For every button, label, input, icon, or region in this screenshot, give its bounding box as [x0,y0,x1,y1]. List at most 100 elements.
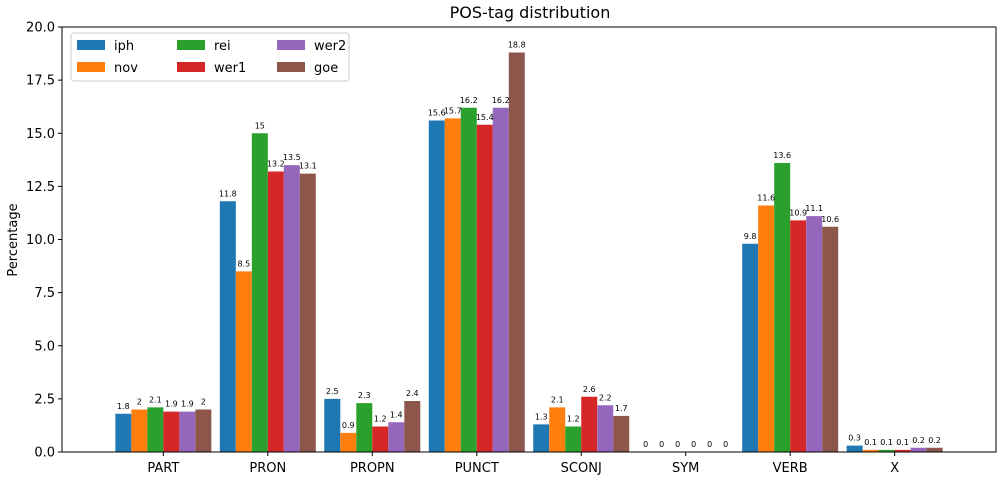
x-tick-label: SYM [672,461,699,476]
bar-nov [131,409,148,452]
bar-value-label: 2.5 [326,387,339,396]
bar-goe [822,226,839,452]
bar-value-label: 1.2 [567,415,580,424]
bar-value-label: 1.9 [181,400,194,409]
x-tick-label: PUNCT [455,461,499,476]
legend: iph nov rei wer1 wer2 goe [70,32,350,82]
bar-value-label: 15 [255,121,265,130]
bar-value-label: 9.8 [744,232,757,241]
bar-goe [926,447,943,452]
bar-value-label: 15.7 [444,106,462,115]
bar-wer1 [372,426,389,452]
bar-iph [219,201,236,452]
legend-label-nov: nov [114,61,138,76]
bar-value-label: 0.9 [342,421,355,430]
bar-rei [565,426,582,452]
bar-nov [549,407,566,452]
bar-value-label: 1.3 [535,412,548,421]
y-tick-label: 2.5 [34,392,55,407]
bars-group [115,52,943,452]
bar-wer1 [163,411,180,452]
bar-value-label: 1.9 [165,400,178,409]
bar-value-label: 0.3 [848,434,861,443]
bar-value-label: 15.6 [428,109,446,118]
bar-value-label: 15.4 [476,113,494,122]
bar-wer2 [388,422,405,452]
bar-value-label: 2.3 [358,391,371,400]
legend-label-rei: rei [214,39,231,54]
bar-value-label: 2.1 [551,395,564,404]
bar-goe [404,401,421,452]
bar-value-label: 8.5 [237,259,250,268]
bar-value-label: 0 [659,440,664,449]
x-tick-label: PROPN [350,461,395,476]
y-tick-label: 15.0 [26,127,55,142]
bar-value-label: 2.2 [599,393,612,402]
bar-value-label: 2.6 [583,385,596,394]
bar-value-label: 2.1 [149,395,162,404]
bar-value-label: 16.2 [492,96,510,105]
bar-value-label: 2.4 [406,389,419,398]
bar-value-label: 0 [643,440,648,449]
x-tick-label: X [890,461,899,476]
bar-wer2 [910,447,927,452]
legend-swatch-nov [77,62,105,72]
bar-value-label: 1.7 [615,404,628,413]
y-tick-label: 7.5 [34,286,55,301]
chart-title: POS-tag distribution [450,3,611,22]
bar-value-label: 13.1 [299,162,317,171]
x-axis: PART PRON PROPN PUNCT SCONJ SYM VERB X [147,452,899,476]
bar-value-label: 2 [137,398,142,407]
bar-wer1 [267,171,284,452]
bar-rei [147,407,164,452]
bar-value-label: 0.2 [912,436,925,445]
bar-goe [508,52,525,452]
y-tick-label: 5.0 [34,339,55,354]
bar-value-label: 0.1 [896,438,909,447]
bar-value-label: 0.1 [880,438,893,447]
bar-value-label: 0 [691,440,696,449]
bar-iph [533,424,550,452]
bar-rei [878,449,895,452]
bar-value-label: 16.2 [460,96,478,105]
bar-rei [251,133,268,452]
bar-iph [846,445,863,452]
bar-nov [862,449,879,452]
bar-goe [299,173,316,452]
bar-value-label: 11.8 [219,189,237,198]
x-tick-label: PRON [249,461,286,476]
bar-wer2 [283,165,300,452]
bar-value-label: 0.2 [928,436,941,445]
bar-value-label: 0 [723,440,728,449]
bar-wer2 [806,216,823,452]
bar-rei [774,163,791,452]
bar-value-label: 18.8 [508,41,526,50]
bar-wer1 [790,220,807,452]
y-tick-label: 10.0 [26,233,55,248]
bar-value-label: 13.2 [267,160,285,169]
y-tick-label: 17.5 [26,74,55,89]
y-tick-label: 20.0 [26,21,55,36]
legend-label-wer2: wer2 [314,39,346,54]
x-tick-label: SCONJ [561,461,602,476]
legend-label-iph: iph [114,39,134,54]
bar-value-label: 1.4 [390,410,403,419]
bar-wer2 [179,411,196,452]
legend-label-goe: goe [314,61,338,76]
legend-swatch-goe [277,62,305,72]
bar-wer1 [476,124,493,452]
bar-rei [356,403,373,452]
y-tick-label: 12.5 [26,180,55,195]
bar-value-label: 0.1 [864,438,877,447]
bar-nov [340,432,357,452]
legend-label-wer1: wer1 [214,61,246,76]
y-axis-label: Percentage [6,203,21,276]
legend-box [70,32,350,82]
bar-rei [460,107,477,452]
bar-iph [428,120,445,452]
legend-swatch-rei [177,40,205,50]
bar-goe [195,409,212,452]
bar-value-label: 0 [707,440,712,449]
